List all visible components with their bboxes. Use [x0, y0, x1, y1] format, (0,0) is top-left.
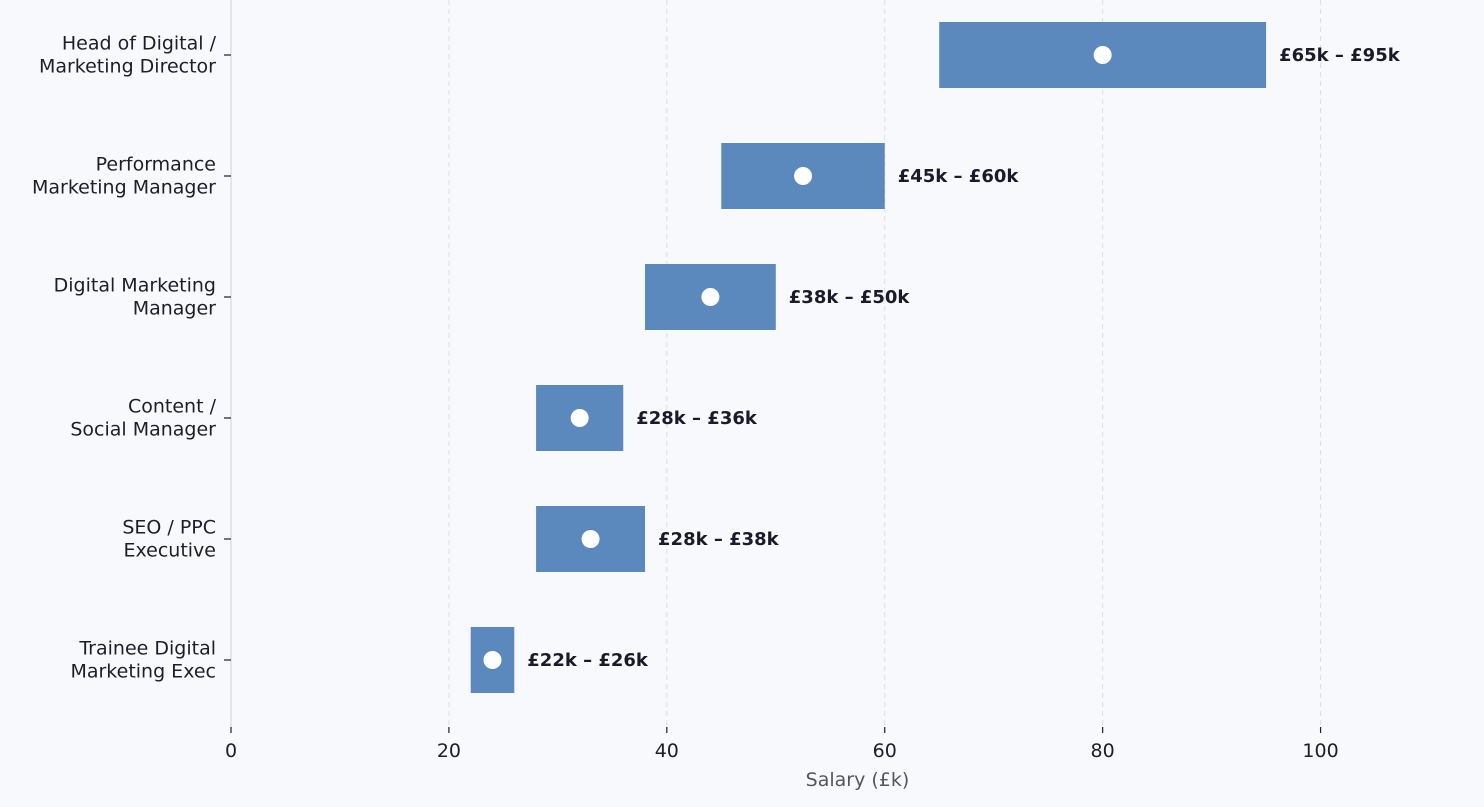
midpoint-marker: [570, 409, 589, 427]
x-tick-label: 20: [437, 740, 461, 762]
category-label: Content / Social Manager: [70, 396, 216, 441]
midpoint-marker: [1093, 46, 1112, 64]
category-label: Trainee Digital Marketing Exec: [70, 638, 216, 683]
x-axis-title: Salary (£k): [806, 769, 910, 791]
category-label: Digital Marketing Manager: [54, 275, 217, 320]
midpoint-marker: [581, 530, 600, 548]
range-label: £28k – £36k: [636, 408, 758, 429]
range-label: £45k – £60k: [898, 166, 1020, 187]
range-label: £38k – £50k: [789, 287, 911, 308]
range-label: £65k – £95k: [1279, 45, 1401, 66]
x-tick-label: 100: [1302, 740, 1338, 762]
range-label: £22k – £26k: [527, 650, 649, 671]
category-label: Head of Digital / Marketing Director: [39, 33, 217, 78]
x-tick-label: 0: [225, 740, 237, 762]
x-tick-label: 80: [1091, 740, 1115, 762]
category-label: Performance Marketing Manager: [32, 154, 216, 199]
x-tick-label: 60: [873, 740, 897, 762]
grid-lines: [448, 0, 1322, 727]
category-labels: Head of Digital / Marketing Director Perfo…: [32, 33, 231, 683]
x-axis-ticks: 0 20 40 60 80 100: [225, 727, 1339, 762]
range-bars: £65k – £95k £45k – £60k £38k – £50k £28k – …: [470, 22, 1401, 693]
midpoint-marker: [483, 651, 502, 669]
midpoint-marker: [794, 167, 813, 185]
midpoint-marker: [701, 288, 720, 306]
category-label: SEO / PPC Executive: [122, 517, 216, 562]
x-tick-label: 40: [655, 740, 679, 762]
range-label: £28k – £38k: [658, 529, 780, 550]
